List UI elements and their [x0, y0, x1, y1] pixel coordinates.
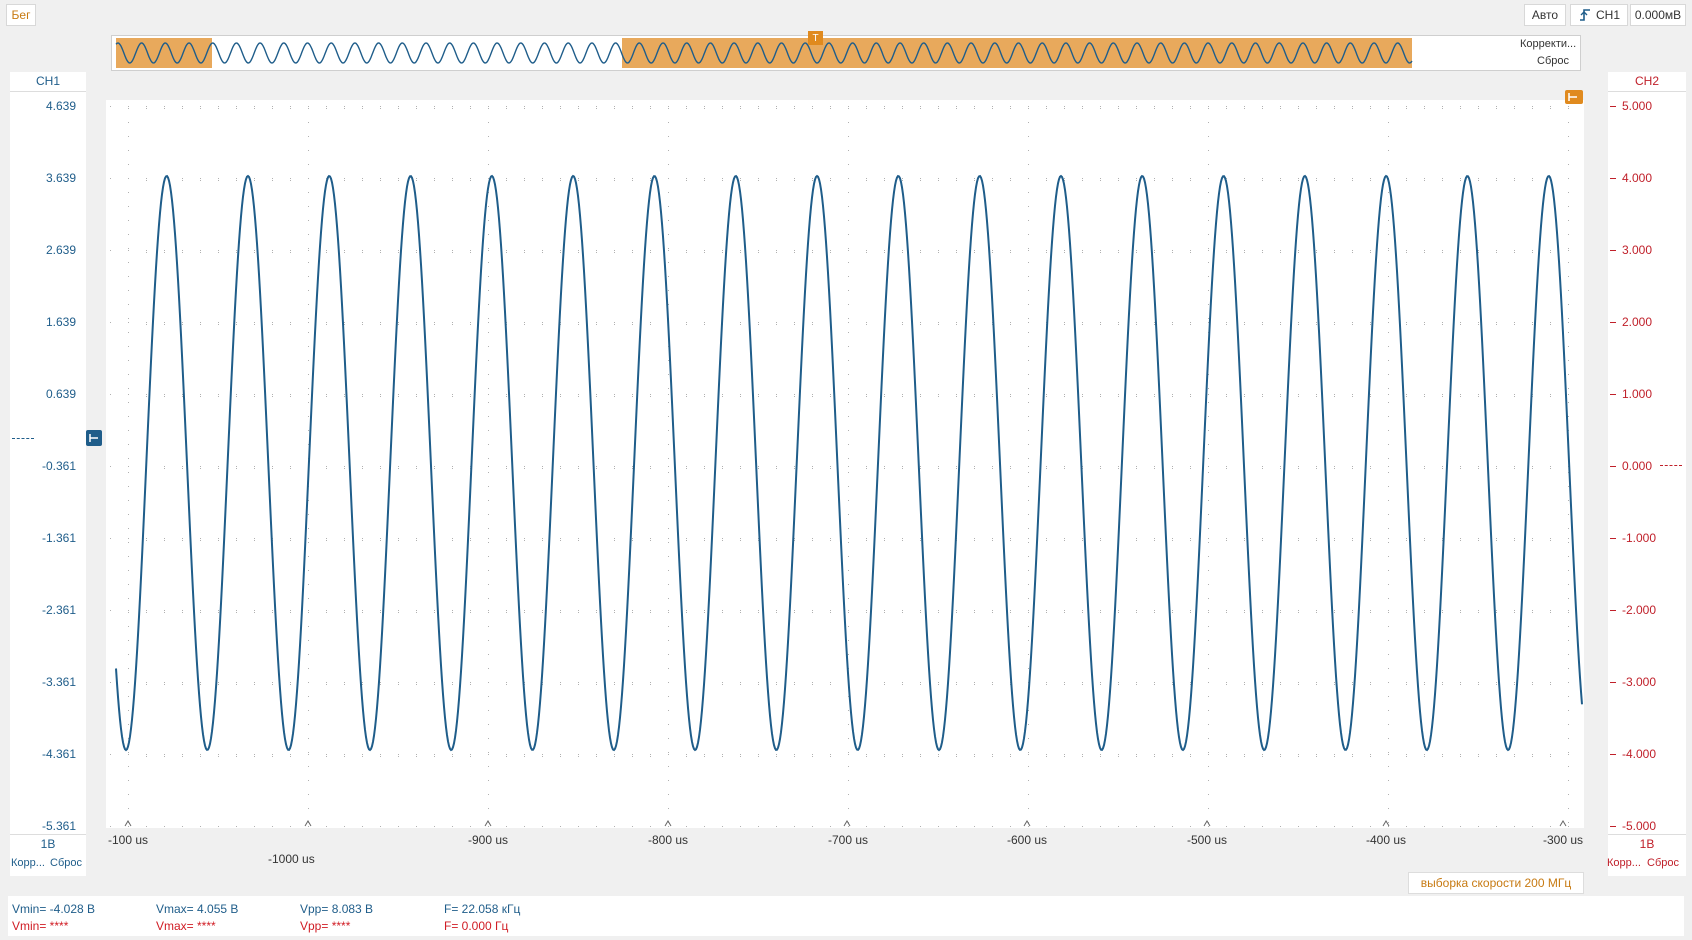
waveform-overview[interactable]: Корректи... Сброс — [111, 35, 1581, 71]
trigger-level-field[interactable]: 0.000мВ — [1630, 4, 1686, 26]
ch1-tick-label: -4.361 — [41, 747, 76, 761]
ch2-vmax: Vmax= **** — [156, 919, 216, 933]
ch1-tick-label: 2.639 — [45, 243, 76, 257]
ch2-tick-mark — [1610, 682, 1616, 683]
trigger-channel-label: CH1 — [1595, 8, 1620, 22]
ch2-tick-mark — [1610, 178, 1616, 179]
ch2-tick-mark — [1610, 106, 1616, 107]
x-tick-label: -600 us — [1006, 833, 1048, 847]
ch1-tick-label: 4.639 — [45, 99, 76, 113]
ch1-vmax: Vmax= 4.055 В — [156, 902, 239, 916]
ch1-freq: F= 22.058 кГц — [444, 902, 521, 916]
ch1-tick-label: -5.361 — [41, 819, 76, 833]
x-tick-label: -900 us — [467, 833, 509, 847]
overview-trigger-marker[interactable]: T — [808, 31, 823, 45]
ch2-tick-label: 5.000 — [1622, 99, 1653, 113]
trigger-mode-button[interactable]: Авто — [1524, 4, 1566, 26]
ch2-tick-mark — [1610, 754, 1616, 755]
ch1-axis-panel — [10, 72, 86, 876]
ch2-correct-button[interactable]: Корр... — [1607, 857, 1641, 869]
x-tick-label: -100 us — [107, 833, 149, 847]
ch2-tick-label: 0.000 — [1622, 459, 1653, 473]
ch1-correct-button[interactable]: Корр... — [11, 857, 45, 869]
ch1-vpp: Vpp= 8.083 В — [300, 902, 374, 916]
overview-correct-button[interactable]: Корректи... — [1520, 38, 1577, 50]
x-tick-label: -700 us — [827, 833, 869, 847]
ch1-tick-label: -3.361 — [41, 675, 76, 689]
ch1-reset-button[interactable]: Сброс — [50, 857, 82, 869]
ch2-tick-mark — [1610, 250, 1616, 251]
x-tick-label: -500 us — [1186, 833, 1228, 847]
ch1-label[interactable]: CH1 — [35, 74, 60, 88]
ch2-axis-panel — [1608, 72, 1686, 876]
ch2-tick-mark — [1610, 466, 1616, 467]
ch1-vmin: Vmin= -4.028 В — [12, 902, 96, 916]
waveform-plot — [110, 106, 1583, 827]
ch2-tick-label: -4.000 — [1622, 747, 1657, 761]
ch1-scale[interactable]: 1В — [40, 837, 56, 851]
ch1-tick-label: 3.639 — [45, 171, 76, 185]
ch2-tick-mark — [1610, 538, 1616, 539]
ch1-tick-label: -1.361 — [41, 531, 76, 545]
sample-rate-label: выборка скорости 200 МГц — [1408, 872, 1584, 894]
ch2-vpp: Vpp= **** — [300, 919, 351, 933]
ch2-tick-mark — [1610, 826, 1616, 827]
x-tick-label: -400 us — [1365, 833, 1407, 847]
ch2-zero-dash — [1660, 465, 1682, 466]
ch2-tick-label: -1.000 — [1622, 531, 1657, 545]
ch2-tick-label: -3.000 — [1622, 675, 1657, 689]
ch2-reset-button[interactable]: Сброс — [1647, 857, 1679, 869]
x-tick-label: -300 us — [1542, 833, 1584, 847]
ch2-vmin: Vmin= **** — [12, 919, 69, 933]
ch1-zero-dash — [12, 438, 34, 439]
ch2-label[interactable]: CH2 — [1634, 74, 1659, 88]
ch2-tick-mark — [1610, 322, 1616, 323]
ch1-ground-marker[interactable] — [86, 430, 102, 446]
ch2-tick-label: -2.000 — [1622, 603, 1657, 617]
ch2-tick-label: 3.000 — [1622, 243, 1653, 257]
ch1-tick-label: 0.639 — [45, 387, 76, 401]
ch2-tick-mark — [1610, 394, 1616, 395]
ch1-tick-label: 1.639 — [45, 315, 76, 329]
ch2-scale[interactable]: 1В — [1639, 837, 1655, 851]
plot-area[interactable] — [106, 100, 1584, 828]
x-tick-label: -800 us — [647, 833, 689, 847]
x-extra-label: -1000 us — [268, 852, 315, 866]
ch2-tick-label: -5.000 — [1622, 819, 1657, 833]
ch2-tick-label: 2.000 — [1622, 315, 1653, 329]
measurements-panel — [8, 896, 1684, 936]
trigger-arrow-icon — [1568, 93, 1577, 101]
ch2-tick-mark — [1610, 610, 1616, 611]
ch1-tick-label: -2.361 — [41, 603, 76, 617]
overview-waveform — [115, 38, 1413, 68]
overview-reset-button[interactable]: Сброс — [1537, 55, 1569, 67]
ground-marker-icon — [89, 434, 98, 442]
ch2-tick-label: 4.000 — [1622, 171, 1653, 185]
trigger-source-button[interactable]: CH1 — [1570, 4, 1628, 26]
run-button[interactable]: Бег — [6, 4, 36, 26]
ch2-tick-label: 1.000 — [1622, 387, 1653, 401]
trigger-position-marker[interactable] — [1565, 90, 1583, 104]
rising-edge-icon — [1579, 9, 1590, 21]
ch1-tick-label: -0.361 — [41, 459, 76, 473]
ch2-freq: F= 0.000 Гц — [444, 919, 509, 933]
